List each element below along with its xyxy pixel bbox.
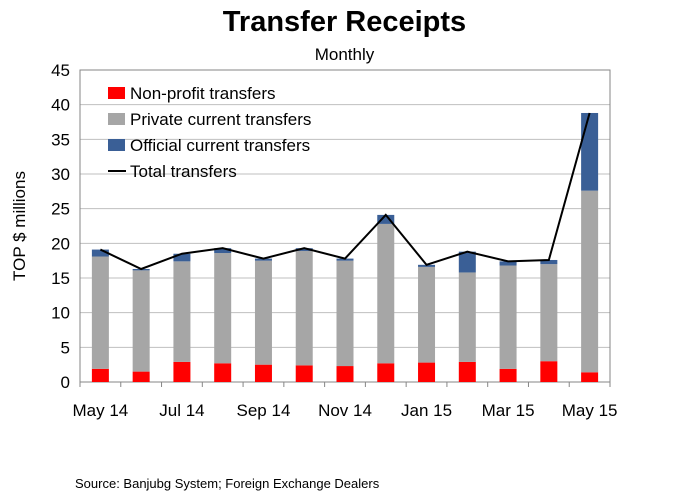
bar-non-profit-transfers: [336, 366, 354, 382]
bar-private-current-transfers: [499, 265, 517, 369]
bar-non-profit-transfers: [295, 365, 313, 382]
chart-title: Transfer Receipts: [222, 6, 467, 38]
x-tick-label: May 14: [73, 401, 129, 420]
bar-private-current-transfers: [214, 253, 232, 364]
legend-label: Official current transfers: [130, 136, 310, 155]
bar-non-profit-transfers: [214, 363, 232, 382]
bar-private-current-transfers: [418, 266, 436, 363]
legend-label: Non-profit transfers: [130, 84, 276, 103]
bar-private-current-transfers: [581, 190, 599, 373]
bar-non-profit-transfers: [581, 372, 599, 382]
bar-official-current-transfers: [581, 112, 599, 191]
bar-official-current-transfers: [295, 248, 313, 251]
y-tick-label: 0: [61, 373, 70, 392]
bar-private-current-transfers: [132, 270, 150, 372]
legend-label: Private current transfers: [130, 110, 311, 129]
bar-official-current-transfers: [540, 259, 558, 265]
bar-private-current-transfers: [91, 256, 109, 369]
bar-non-profit-transfers: [540, 361, 558, 382]
bar-non-profit-transfers: [499, 368, 517, 382]
bar-private-current-transfers: [254, 260, 272, 365]
legend-swatch: [108, 113, 125, 125]
y-tick-label: 5: [61, 338, 70, 357]
bar-official-current-transfers: [458, 251, 476, 273]
bar-private-current-transfers: [295, 250, 313, 366]
y-tick-label: 40: [51, 96, 70, 115]
y-tick-label: 10: [51, 304, 70, 323]
bar-private-current-transfers: [173, 261, 191, 362]
bar-official-current-transfers: [91, 249, 109, 257]
y-tick-label: 20: [51, 234, 70, 253]
x-tick-label: Sep 14: [237, 401, 291, 420]
bar-official-current-transfers: [377, 214, 395, 224]
y-tick-label: 15: [51, 269, 70, 288]
bar-official-current-transfers: [499, 261, 517, 266]
bar-non-profit-transfers: [254, 364, 272, 382]
x-tick-label: Mar 15: [482, 401, 535, 420]
y-tick-label: 25: [51, 200, 70, 219]
legend-label: Total transfers: [130, 162, 237, 181]
bar-non-profit-transfers: [173, 361, 191, 382]
bar-private-current-transfers: [540, 264, 558, 362]
bar-official-current-transfers: [214, 248, 232, 254]
y-tick-label: 30: [51, 165, 70, 184]
source-note: Source: Banjubg System; Foreign Exchange…: [75, 476, 380, 491]
y-tick-label: 45: [51, 61, 70, 80]
y-axis-label: TOP $ millions: [10, 171, 29, 281]
x-tick-label: Nov 14: [318, 401, 372, 420]
total-transfers-line: [99, 112, 591, 271]
bar-official-current-transfers: [254, 258, 272, 261]
bar-non-profit-transfers: [458, 361, 476, 382]
bar-non-profit-transfers: [418, 362, 436, 382]
x-tick-label: Jul 14: [159, 401, 204, 420]
bar-official-current-transfers: [173, 253, 191, 262]
x-tick-label: May 15: [562, 401, 618, 420]
bar-non-profit-transfers: [132, 371, 150, 382]
bar-non-profit-transfers: [377, 363, 395, 382]
legend-swatch: [108, 139, 125, 151]
bar-official-current-transfers: [336, 258, 354, 261]
chart-subtitle: Monthly: [314, 45, 375, 64]
y-tick-label: 35: [51, 130, 70, 149]
bar-non-profit-transfers: [91, 368, 109, 382]
bar-private-current-transfers: [336, 260, 354, 367]
bar-private-current-transfers: [458, 272, 476, 362]
legend-swatch: [108, 87, 125, 99]
bar-private-current-transfers: [377, 223, 395, 364]
x-tick-label: Jan 15: [401, 401, 452, 420]
